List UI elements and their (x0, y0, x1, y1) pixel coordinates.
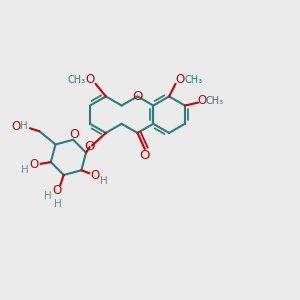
Text: O: O (140, 149, 150, 162)
Text: H: H (100, 176, 107, 186)
Text: CH₃: CH₃ (206, 95, 224, 106)
Text: CH₃: CH₃ (67, 75, 86, 85)
Text: H: H (21, 165, 29, 175)
Text: O: O (84, 140, 95, 153)
Text: O: O (52, 184, 62, 197)
Text: O: O (197, 94, 207, 107)
Text: CH₃: CH₃ (184, 75, 202, 85)
Text: H: H (20, 121, 28, 131)
Text: H: H (54, 199, 62, 208)
Text: O: O (91, 169, 100, 182)
Text: O: O (29, 158, 39, 171)
Text: O: O (85, 73, 95, 86)
Text: O: O (132, 90, 143, 103)
Text: O: O (12, 120, 21, 133)
Text: O: O (69, 128, 79, 141)
Text: H: H (44, 191, 52, 202)
Text: O: O (176, 73, 185, 86)
